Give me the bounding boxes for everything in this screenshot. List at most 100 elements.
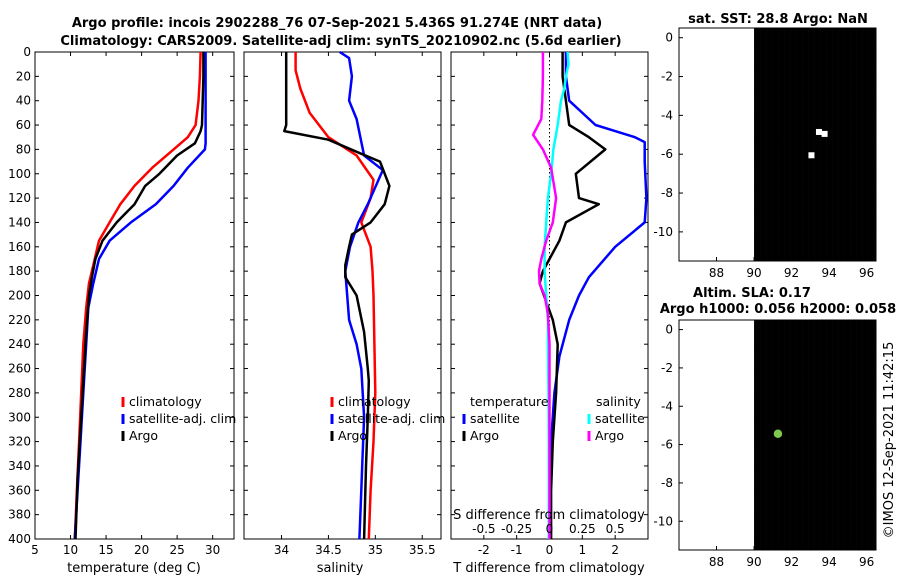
heatmap-cell (832, 238, 839, 245)
heatmap-cell (778, 40, 785, 47)
heatmap-cell (766, 70, 773, 77)
heatmap-cell (820, 398, 827, 405)
heatmap-cell (820, 434, 827, 441)
heatmap-cell (766, 512, 773, 519)
heatmap-cell (856, 458, 863, 465)
heatmap-cell (868, 238, 875, 245)
heatmap-cell (790, 82, 797, 89)
heatmap-cell (772, 82, 779, 89)
heatmap-cell (862, 232, 869, 239)
heatmap-cell (802, 250, 809, 257)
heatmap-cell (856, 344, 863, 351)
heatmap-cell (820, 160, 827, 167)
heatmap-cell (832, 338, 839, 345)
heatmap-cell (772, 142, 779, 149)
heatmap-cell (862, 142, 869, 149)
heatmap-cell (754, 494, 761, 501)
heatmap-cell (862, 106, 869, 113)
heatmap-cell (796, 172, 803, 179)
heatmap-cell (814, 160, 821, 167)
heatmap-cell (850, 374, 857, 381)
heatmap-cell (760, 64, 767, 71)
heatmap-cell (772, 530, 779, 537)
heatmap-cell (808, 112, 815, 119)
heatmap-cell (820, 250, 827, 257)
heatmap-cell (838, 190, 845, 197)
heatmap-cell (778, 250, 785, 257)
y-tick-label: 0 (665, 31, 673, 45)
heatmap-cell (754, 112, 761, 119)
heatmap-cell (766, 470, 773, 477)
heatmap-cell (772, 124, 779, 131)
heatmap-cell (832, 536, 839, 543)
heatmap-cell (766, 196, 773, 203)
heatmap-cell (832, 190, 839, 197)
heatmap-cell (766, 518, 773, 525)
heatmap-cell (796, 476, 803, 483)
heatmap-cell (796, 34, 803, 41)
heatmap-cell (844, 494, 851, 501)
heatmap-cell (814, 452, 821, 459)
heatmap-cell (820, 374, 827, 381)
heatmap-cell (814, 136, 821, 143)
heatmap-cell (802, 338, 809, 345)
heatmap-cell (856, 536, 863, 543)
heatmap-cell (862, 124, 869, 131)
heatmap-cell (856, 416, 863, 423)
heatmap-cell (850, 52, 857, 59)
heatmap-cell (856, 166, 863, 173)
heatmap-cell (844, 100, 851, 107)
heatmap-cell (814, 52, 821, 59)
heatmap-cell (874, 422, 877, 429)
legend-label: satellite-adj. clim (129, 411, 236, 426)
heatmap-cell (802, 88, 809, 95)
heatmap-cell (844, 166, 851, 173)
heatmap-cell (820, 100, 827, 107)
heatmap-cell (808, 130, 815, 137)
heatmap-cell (760, 76, 767, 83)
heatmap-cell (850, 46, 857, 53)
heatmap-cell (784, 458, 791, 465)
heatmap-cell (874, 178, 877, 185)
heatmap-cell (760, 452, 767, 459)
heatmap-cell (802, 214, 809, 221)
heatmap-cell (874, 82, 877, 89)
heatmap-cell (814, 226, 821, 233)
heatmap-cell (802, 244, 809, 251)
heatmap-cell (760, 548, 767, 551)
heatmap-cell (814, 518, 821, 525)
heatmap-cell (838, 392, 845, 399)
heatmap-cell (760, 476, 767, 483)
heatmap-cell (826, 184, 833, 191)
heatmap-cell (850, 368, 857, 375)
heatmap-cell (796, 542, 803, 549)
heatmap-cell (790, 320, 797, 327)
heatmap-cell (766, 202, 773, 209)
heatmap-cell (856, 320, 863, 327)
heatmap-cell (778, 398, 785, 405)
heatmap-cell (814, 362, 821, 369)
heatmap-cell (832, 148, 839, 155)
heatmap-cell (838, 46, 845, 53)
heatmap-cell (760, 82, 767, 89)
heatmap-cell (814, 368, 821, 375)
heatmap-cell (772, 380, 779, 387)
heatmap-cell (760, 232, 767, 239)
heatmap-cell (808, 530, 815, 537)
heatmap-cell (796, 392, 803, 399)
heatmap-cell (802, 380, 809, 387)
heatmap-cell (802, 368, 809, 375)
heatmap-cell (868, 142, 875, 149)
heatmap-cell (856, 154, 863, 161)
heatmap-cell (874, 244, 877, 251)
heatmap-cell (784, 368, 791, 375)
heatmap-cell (862, 244, 869, 251)
heatmap-cell (838, 196, 845, 203)
heatmap-cell (808, 326, 815, 333)
heatmap-cell (760, 458, 767, 465)
heatmap-cell (844, 154, 851, 161)
heatmap-cell (832, 548, 839, 551)
heatmap-cell (832, 76, 839, 83)
heatmap-cell (766, 118, 773, 125)
heatmap-cell (832, 214, 839, 221)
